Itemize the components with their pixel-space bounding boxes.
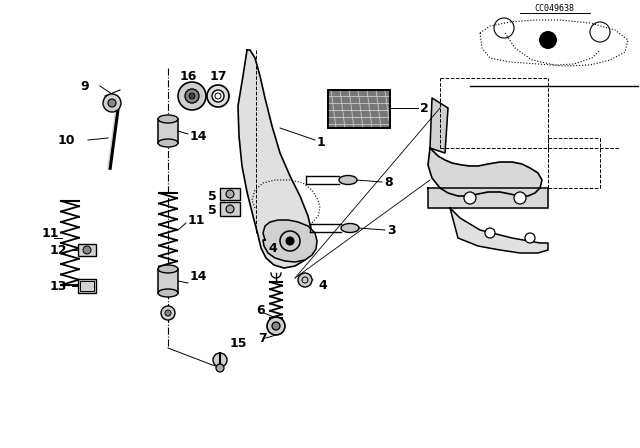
Polygon shape <box>450 208 548 253</box>
Text: 5: 5 <box>208 190 217 202</box>
Text: 11: 11 <box>188 214 205 227</box>
Polygon shape <box>430 98 448 153</box>
Ellipse shape <box>158 139 178 147</box>
Circle shape <box>185 89 199 103</box>
Bar <box>78 279 96 293</box>
Circle shape <box>213 353 227 367</box>
Circle shape <box>108 99 116 107</box>
Text: 11: 11 <box>42 227 60 240</box>
Bar <box>158 119 178 143</box>
Text: 15: 15 <box>230 336 248 349</box>
Circle shape <box>207 85 229 107</box>
Circle shape <box>226 190 234 198</box>
Circle shape <box>280 231 300 251</box>
Text: 3: 3 <box>387 224 396 237</box>
Text: 14: 14 <box>190 129 207 142</box>
Bar <box>220 188 240 200</box>
Ellipse shape <box>339 176 357 185</box>
Text: 12: 12 <box>50 244 67 257</box>
Ellipse shape <box>158 115 178 123</box>
Polygon shape <box>238 50 312 268</box>
Circle shape <box>161 306 175 320</box>
Text: 16: 16 <box>179 69 196 82</box>
Circle shape <box>216 364 224 372</box>
Circle shape <box>286 237 294 245</box>
Polygon shape <box>428 148 542 196</box>
Ellipse shape <box>341 224 359 233</box>
Text: 5: 5 <box>208 203 217 216</box>
Circle shape <box>525 233 535 243</box>
Text: 10: 10 <box>58 134 76 146</box>
Circle shape <box>267 317 285 335</box>
Circle shape <box>103 94 121 112</box>
Circle shape <box>272 322 280 330</box>
Circle shape <box>189 93 195 99</box>
Bar <box>220 202 240 216</box>
Polygon shape <box>263 220 317 262</box>
Bar <box>158 269 178 293</box>
Circle shape <box>539 31 557 49</box>
Ellipse shape <box>158 289 178 297</box>
Circle shape <box>212 90 224 102</box>
Circle shape <box>464 192 476 204</box>
Text: 6: 6 <box>256 303 264 316</box>
Ellipse shape <box>158 265 178 273</box>
Text: 8: 8 <box>384 176 392 189</box>
Text: 17: 17 <box>209 69 227 82</box>
Circle shape <box>298 273 312 287</box>
Text: 1: 1 <box>317 135 326 148</box>
Polygon shape <box>428 188 548 208</box>
Circle shape <box>83 246 91 254</box>
Circle shape <box>165 310 171 316</box>
Text: 2: 2 <box>420 102 429 115</box>
Text: 14: 14 <box>190 270 207 283</box>
Circle shape <box>485 228 495 238</box>
Circle shape <box>514 192 526 204</box>
Text: 7: 7 <box>258 332 267 345</box>
Text: CC049638: CC049638 <box>534 4 574 13</box>
Bar <box>328 90 390 128</box>
Text: 4: 4 <box>318 279 327 292</box>
Bar <box>328 90 390 128</box>
Circle shape <box>226 205 234 213</box>
Text: 4: 4 <box>268 241 276 254</box>
Bar <box>78 244 96 256</box>
Circle shape <box>178 82 206 110</box>
Text: 13: 13 <box>50 280 67 293</box>
Bar <box>80 281 94 291</box>
Text: 9: 9 <box>80 79 88 92</box>
